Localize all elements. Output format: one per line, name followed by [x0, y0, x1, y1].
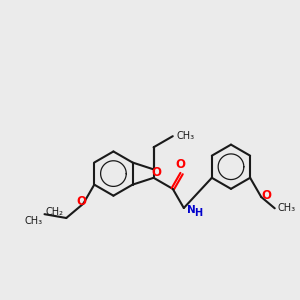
Text: O: O [175, 158, 185, 171]
Text: O: O [151, 167, 161, 179]
Text: N: N [187, 206, 196, 215]
Text: H: H [194, 208, 202, 218]
Text: CH₃: CH₃ [25, 216, 43, 226]
Text: O: O [262, 189, 272, 202]
Text: O: O [77, 195, 87, 208]
Text: CH₂: CH₂ [45, 206, 63, 217]
Text: CH₃: CH₃ [277, 203, 295, 213]
Text: CH₃: CH₃ [176, 131, 194, 141]
